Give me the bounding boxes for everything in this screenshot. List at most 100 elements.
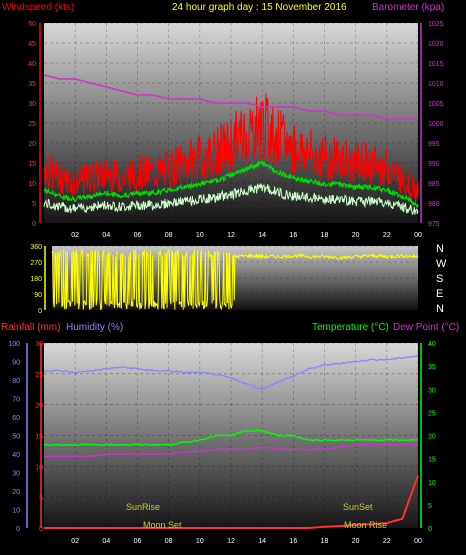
dewpoint-line [43,443,419,458]
baro-tick-label: 1005 [428,101,444,108]
x-tick-label: 16 [289,232,297,239]
direction-tick-label: 90 [34,292,42,299]
humidity-tick-label: 0 [16,526,20,533]
direction-tick-label: 180 [30,276,42,283]
x-tick-label: 14 [258,232,266,239]
temperature-tick-label: 40 [428,341,436,348]
x-tick-label: 18 [321,232,329,239]
baro-axis-title: Barometer (kpa) [372,2,444,13]
sunset-label: SunSet [343,502,373,512]
direction-tick-label: 270 [30,260,42,267]
chart-title: 24 hour graph day : 15 November 2016 [172,2,347,13]
compass-label: N [436,243,444,255]
x-tick-label: 14 [258,538,266,545]
humidity-axis-title: Humidity (%) [66,322,123,333]
temperature-tick-label: 10 [428,480,436,487]
humidity-line [43,354,419,391]
x-tick-label: 18 [321,538,329,545]
temperature-tick-label: 20 [428,434,436,441]
x-tick-label: 16 [289,538,297,545]
rain-tick-label: 0 [39,526,43,533]
x-tick-label: 00 [414,232,422,239]
baro-tick-label: 1010 [428,81,444,88]
x-tick-label: 06 [134,232,142,239]
humidity-tick-label: 100 [8,341,20,348]
sunrise-label: SunRise [126,502,160,512]
x-tick-label: 04 [102,232,110,239]
wind-tick-label: 15 [28,161,36,168]
x-tick-label: 08 [165,538,173,545]
humidity-tick-label: 70 [12,397,20,404]
rain-tick-label: 20 [35,403,43,410]
x-tick-label: 22 [383,538,391,545]
direction-tick-label: 0 [38,308,42,315]
wind-tick-label: 0 [32,221,36,228]
humidity-tick-label: 50 [12,434,20,441]
x-tick-label: 22 [383,232,391,239]
temperature-tick-label: 25 [428,410,436,417]
wind-tick-label: 25 [28,121,36,128]
humidity-tick-label: 30 [12,471,20,478]
compass-label: N [436,303,444,315]
temperature-line [43,429,419,447]
baro-tick-label: 1020 [428,41,444,48]
rain-tick-label: 30 [35,341,43,348]
compass-label: E [436,288,443,300]
x-tick-label: 08 [165,232,173,239]
compass-label: W [436,258,447,270]
rainfall-line [44,475,419,529]
x-tick-label: 20 [352,538,360,545]
wind-tick-label: 45 [28,41,36,48]
dewpoint-axis-title: Dew Point (°C) [393,322,459,333]
rain-axis-title: Rainfall (mm) [1,322,60,333]
wind-axis-title: Windspeed (kts) [2,2,74,13]
wind-tick-label: 10 [28,181,36,188]
x-tick-label: 10 [196,232,204,239]
baro-tick-label: 1000 [428,121,444,128]
x-tick-label: 12 [227,538,235,545]
moonset-label: Moon Set [143,520,182,530]
wind-tick-label: 20 [28,141,36,148]
baro-tick-label: 1015 [428,61,444,68]
wind-direction-line [51,248,419,311]
wind-gust-line [43,92,419,203]
humidity-tick-label: 80 [12,378,20,385]
x-tick-label: 02 [71,538,79,545]
barometer-line [43,74,418,120]
temperature-tick-label: 35 [428,364,436,371]
humidity-tick-label: 40 [12,452,20,459]
wind-tick-label: 35 [28,81,36,88]
temperature-tick-label: 0 [428,526,432,533]
temperature-tick-label: 15 [428,457,436,464]
x-tick-label: 12 [227,232,235,239]
baro-tick-label: 975 [428,221,440,228]
x-tick-label: 06 [134,538,142,545]
humidity-tick-label: 20 [12,489,20,496]
wind-tick-label: 50 [28,21,36,28]
x-tick-label: 02 [71,232,79,239]
temperature-axis-title: Temperature (°C) [312,322,389,333]
baro-tick-label: 990 [428,161,440,168]
baro-tick-label: 985 [428,181,440,188]
rain-tick-label: 15 [35,434,43,441]
wind-average-line [43,160,419,209]
humidity-tick-label: 90 [12,360,20,367]
x-tick-label: 20 [352,232,360,239]
x-tick-label: 04 [102,538,110,545]
baro-tick-label: 1025 [428,21,444,28]
rain-tick-label: 25 [35,372,43,379]
x-tick-label: 10 [196,538,204,545]
x-tick-label: 00 [414,538,422,545]
wind-tick-label: 40 [28,61,36,68]
moonrise-label: Moon Rise [344,520,387,530]
rain-tick-label: 10 [35,464,43,471]
wind-tick-label: 30 [28,101,36,108]
wind-tick-label: 5 [32,201,36,208]
baro-tick-label: 995 [428,141,440,148]
temperature-tick-label: 5 [428,503,432,510]
wind-speed-line [43,183,419,215]
direction-tick-label: 360 [30,244,42,251]
humidity-tick-label: 60 [12,415,20,422]
compass-label: S [436,273,443,285]
